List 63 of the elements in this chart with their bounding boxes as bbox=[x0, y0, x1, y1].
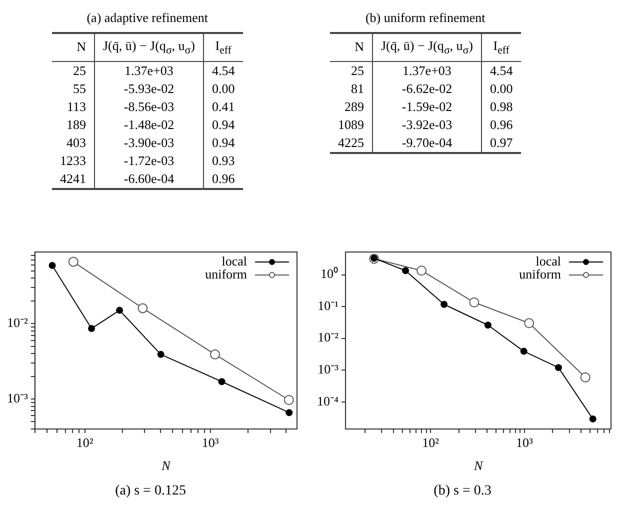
y-tick-label: 10⁻² bbox=[6, 315, 28, 330]
x-tick-label: 10³ bbox=[202, 435, 219, 450]
text: -6.62e-02 bbox=[372, 80, 482, 98]
category-label: N bbox=[330, 33, 372, 62]
legend-label: local bbox=[222, 253, 248, 268]
text: 4241 bbox=[59, 170, 87, 188]
text: 289 bbox=[344, 98, 365, 116]
category-label: N bbox=[52, 33, 94, 62]
x-tick-label: 10³ bbox=[516, 435, 534, 450]
text: 0.97 bbox=[488, 134, 514, 152]
text: 189 bbox=[66, 116, 87, 134]
y-tick-label: 10⁻³ bbox=[318, 362, 339, 377]
category-label: J(q̄, ū) − J(q$_{σ}$, u$_{σ}$) bbox=[94, 33, 204, 62]
text: 0.96 bbox=[488, 116, 514, 134]
text: -1.48e-02 bbox=[94, 116, 204, 134]
text: -3.92e-03 bbox=[372, 116, 482, 134]
text: -5.93e-02 bbox=[94, 80, 204, 98]
category-label: I$_{eff}$ bbox=[481, 33, 521, 62]
text: 0.00 bbox=[210, 80, 236, 98]
text: 1089 bbox=[337, 116, 365, 134]
text: (b) uniform refinement bbox=[364, 10, 486, 26]
text: -1.72e-03 bbox=[94, 152, 204, 170]
text: 4225 bbox=[337, 134, 365, 152]
x-tick-label: 10² bbox=[422, 435, 440, 450]
y-tick-label: 10⁻⁴ bbox=[316, 393, 339, 408]
x-tick-label: 10² bbox=[76, 435, 94, 450]
category-label: J(q̄, ū) − J(q$_{σ}$, u$_{σ}$) bbox=[372, 33, 482, 62]
text: 1233 bbox=[59, 152, 87, 170]
category-label: I$_{eff}$ bbox=[203, 33, 243, 62]
text: (a) adaptive refinement bbox=[86, 10, 209, 26]
text: 0.96 bbox=[210, 170, 236, 188]
text: 403 bbox=[66, 134, 87, 152]
text: 113 bbox=[66, 98, 87, 116]
legend-label: uniform bbox=[205, 266, 247, 282]
legend-label: local bbox=[536, 253, 562, 268]
y-tick-label: 10⁻² bbox=[318, 330, 339, 345]
text: -1.59e-02 bbox=[372, 98, 482, 116]
text: (b) s = 0.3 bbox=[434, 483, 492, 498]
x-axis-title: N bbox=[160, 458, 172, 473]
text: 25 bbox=[350, 62, 365, 80]
y-tick-label: 10⁻¹ bbox=[318, 298, 339, 313]
text: 4.54 bbox=[488, 62, 514, 80]
text: -6.60e-04 bbox=[94, 170, 204, 189]
text: 1.37e+03 bbox=[94, 61, 204, 80]
y-tick-label: 10⁻³ bbox=[6, 390, 28, 406]
text: (a) s = 0.125 bbox=[115, 483, 186, 498]
text: 25 bbox=[72, 62, 87, 80]
text: 81 bbox=[350, 80, 365, 98]
text: 0.93 bbox=[210, 152, 236, 170]
text: 0.41 bbox=[210, 98, 236, 116]
text: 4.54 bbox=[210, 62, 236, 80]
legend-label: uniform bbox=[519, 266, 561, 282]
x-axis-title: N bbox=[472, 458, 484, 473]
text: -9.70e-04 bbox=[372, 134, 482, 153]
text: 55 bbox=[72, 80, 87, 98]
text: -3.90e-03 bbox=[94, 134, 204, 152]
y-tick-label: 10⁰ bbox=[320, 266, 339, 282]
text: 0.94 bbox=[210, 134, 236, 152]
text: -8.56e-03 bbox=[94, 98, 204, 116]
text: 0.00 bbox=[488, 80, 514, 98]
text: 0.94 bbox=[210, 116, 236, 134]
text: 1.37e+03 bbox=[372, 61, 482, 80]
text: 0.98 bbox=[488, 98, 514, 116]
